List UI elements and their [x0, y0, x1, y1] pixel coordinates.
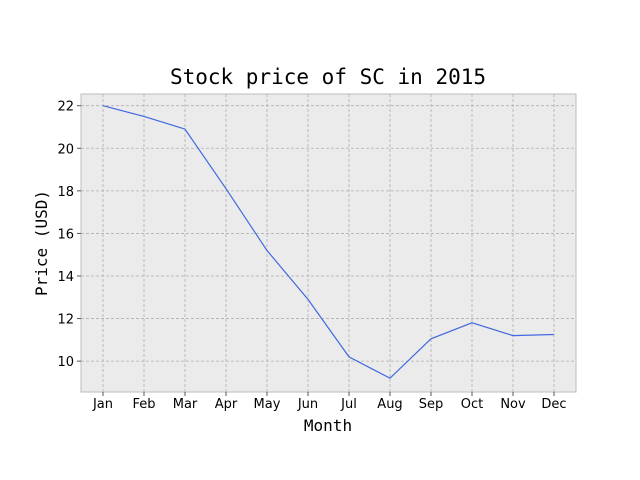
x-axis-label: Month — [304, 416, 352, 435]
x-tick-label: Nov — [500, 397, 526, 412]
x-tick-label: Jul — [340, 397, 357, 412]
y-tick-label: 20 — [57, 142, 74, 157]
x-tick-label: Apr — [215, 397, 238, 412]
x-tick-label: Mar — [173, 397, 198, 412]
y-tick-label: 12 — [57, 313, 74, 328]
x-tick-label: Feb — [132, 397, 155, 412]
x-tick-label: Oct — [461, 397, 483, 412]
x-tick-label: Jan — [92, 397, 113, 412]
y-axis-ticks: 10 12 14 16 18 20 22 — [57, 100, 81, 370]
x-tick-label: Jun — [297, 397, 318, 412]
y-tick-label: 10 — [57, 355, 74, 370]
x-tick-label: Dec — [541, 397, 566, 412]
y-tick-label: 18 — [57, 185, 74, 200]
plot-area — [80, 93, 577, 393]
y-tick-label: 22 — [57, 100, 74, 115]
x-tick-label: Sep — [419, 397, 444, 412]
y-tick-label: 14 — [57, 270, 74, 285]
y-axis-label: Price (USD) — [32, 190, 51, 296]
chart-title: Stock price of SC in 2015 — [170, 65, 486, 89]
x-tick-label: Aug — [377, 397, 402, 412]
x-axis-ticks: Jan Feb Mar Apr May Jun Jul Aug Sep Oct Nov Dec — [92, 392, 567, 412]
y-tick-label: 16 — [57, 227, 74, 242]
series-line — [102, 105, 555, 379]
x-tick-label: May — [254, 397, 281, 412]
gridlines — [81, 94, 576, 392]
